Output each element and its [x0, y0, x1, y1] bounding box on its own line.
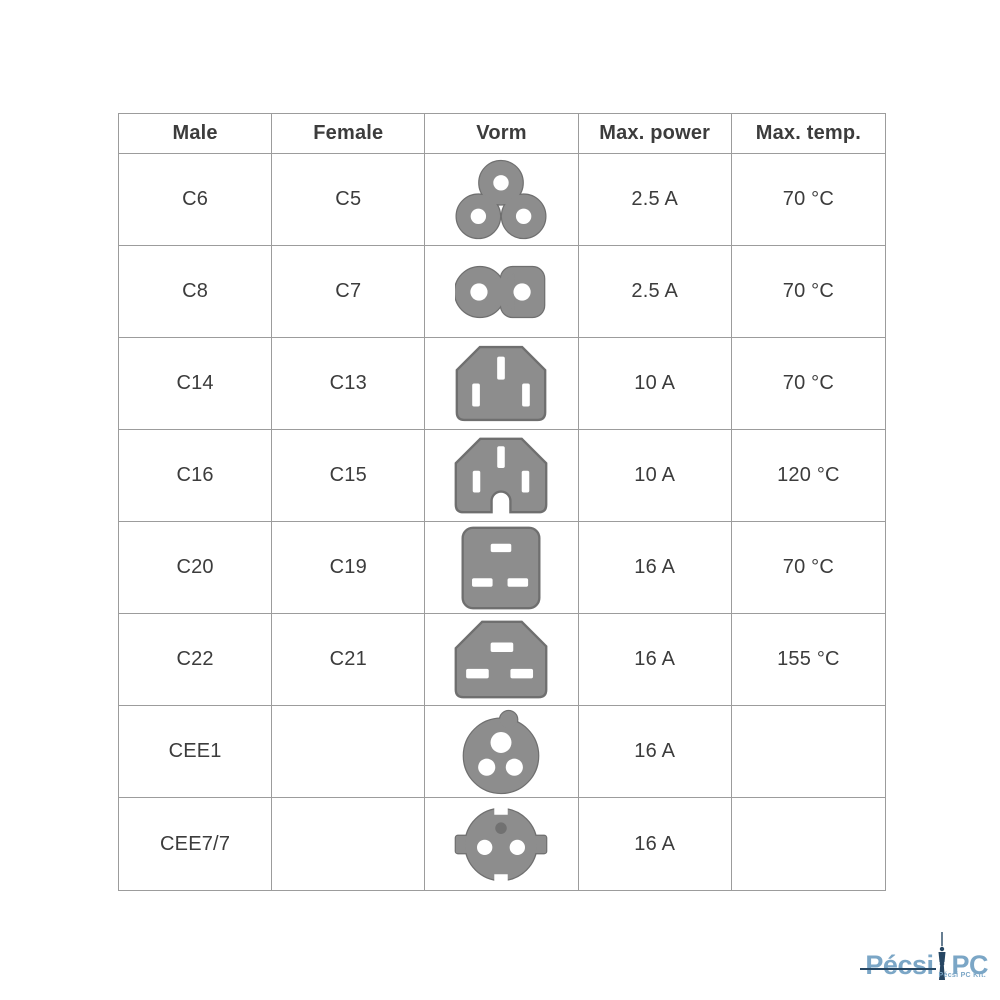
brand-name-second: PC: [951, 950, 988, 980]
cell-vorm-c13-c14: [425, 338, 579, 430]
cell-power-c14: 10 A: [578, 338, 732, 430]
brand-underline: [860, 968, 936, 970]
cell-vorm-cee1: [425, 706, 579, 798]
cell-vorm-c19-c20: [425, 522, 579, 614]
cell-male-c20: C20: [119, 522, 273, 614]
cell-power-c6: 2.5 A: [578, 154, 732, 246]
cell-female-c15: C15: [272, 430, 426, 522]
cell-vorm-c21-c22: [425, 614, 579, 706]
cell-temp-c20: 70 °C: [731, 522, 885, 614]
connector-spec-table: Male Female Vorm Max. power Max. temp. C…: [118, 113, 886, 891]
cell-vorm-c5-c6: [425, 154, 579, 246]
c19-c20-connector-icon: [461, 526, 541, 609]
brand-subtext: Pécsi PC Kft.: [938, 972, 986, 979]
cell-female-c13: C13: [272, 338, 426, 430]
cell-temp-c22: 155 °C: [731, 614, 885, 706]
cell-temp-c6: 70 °C: [731, 154, 885, 246]
c21-c22-connector-icon: [455, 620, 548, 699]
cee1-connector-icon: [463, 709, 540, 794]
column-header-female: Female: [272, 114, 426, 154]
column-header-max-temp: Max. temp.: [731, 114, 885, 154]
cell-power-c22: 16 A: [578, 614, 732, 706]
brand-logo: Pécsi PC Pécsi PC Kft.: [858, 926, 988, 982]
cell-male-c22: C22: [119, 614, 273, 706]
column-header-vorm: Vorm: [425, 114, 579, 154]
column-header-male: Male: [119, 114, 273, 154]
tv-tower-icon: [935, 932, 949, 985]
cell-power-c8: 2.5 A: [578, 246, 732, 338]
cell-male-cee1: CEE1: [119, 706, 273, 798]
cell-female-c19: C19: [272, 522, 426, 614]
cell-temp-c16: 120 °C: [731, 430, 885, 522]
cell-male-c6: C6: [119, 154, 273, 246]
cell-female-c21: C21: [272, 614, 426, 706]
c15-c16-connector-icon: [455, 437, 548, 514]
cell-female-c5: C5: [272, 154, 426, 246]
column-header-max-power: Max. power: [578, 114, 732, 154]
cell-temp-c8: 70 °C: [731, 246, 885, 338]
cell-temp-c14: 70 °C: [731, 338, 885, 430]
brand-name-first: Pécsi: [865, 950, 934, 980]
cell-power-cee7-7: 16 A: [579, 798, 732, 890]
cell-male-c8: C8: [119, 246, 273, 338]
cell-vorm-cee7-7: [425, 798, 579, 890]
cell-temp-cee7-7: [732, 798, 885, 890]
cell-power-cee1: 16 A: [578, 706, 732, 798]
cell-female-c7: C7: [272, 246, 426, 338]
c5-c6-cloverleaf-connector-icon: [455, 159, 547, 239]
cell-temp-cee1: [731, 706, 885, 798]
cell-male-c14: C14: [119, 338, 273, 430]
c13-c14-connector-icon: [456, 345, 547, 422]
cell-power-c16: 10 A: [578, 430, 732, 522]
cell-male-cee7-7: CEE7/7: [119, 798, 273, 890]
cell-female-cee7-7: [272, 798, 426, 890]
cee7-7-schuko-connector-icon: [455, 804, 548, 884]
cell-power-c20: 16 A: [578, 522, 732, 614]
c7-c8-figure8-connector-icon: [455, 265, 546, 318]
cell-vorm-c15-c16: [425, 430, 579, 522]
cell-male-c16: C16: [119, 430, 273, 522]
cell-female-cee1: [272, 706, 426, 798]
cell-vorm-c7-c8: [425, 246, 579, 338]
